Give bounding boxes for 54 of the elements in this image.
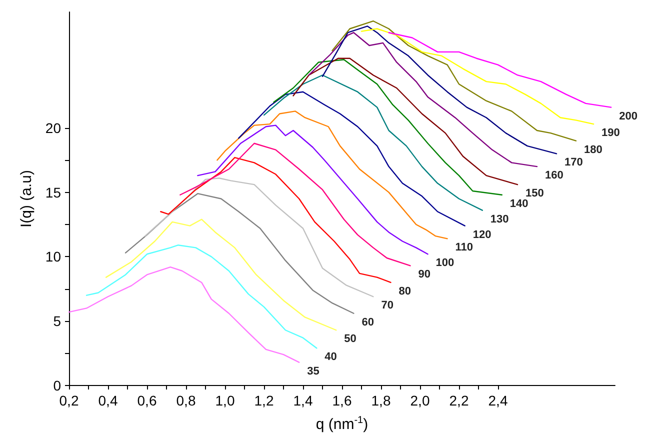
line-series	[238, 91, 466, 226]
series-label: 110	[455, 242, 474, 254]
x-tick-label: 1,4	[293, 392, 313, 408]
x-tick-label: 2,4	[488, 392, 508, 408]
line-series	[292, 58, 518, 186]
y-tick-label: 10	[45, 248, 62, 265]
line-series	[216, 110, 448, 240]
line-series	[360, 28, 594, 125]
x-tick-label: 2,0	[410, 392, 430, 408]
x-tick-label: 0,2	[59, 392, 79, 408]
y-tick-label: 20	[45, 120, 62, 136]
series-label: 80	[398, 285, 411, 298]
series-label: 70	[381, 300, 394, 312]
line-series	[105, 218, 337, 331]
series-label: 100	[436, 257, 454, 270]
x-tick-label: 0,6	[137, 392, 157, 408]
series-label: 200	[619, 110, 638, 122]
x-tick-label: 1,0	[215, 392, 235, 408]
x-tick-label: 1,8	[371, 392, 391, 408]
series-label: 130	[490, 213, 509, 226]
series-label: 160	[545, 170, 564, 182]
y-tick-label: 5	[53, 313, 62, 330]
y-tick-label: 15	[45, 184, 62, 200]
x-tick-label: 1,2	[254, 392, 274, 408]
series-label: 180	[584, 144, 602, 156]
line-series	[144, 178, 374, 298]
series-label: 140	[510, 198, 528, 210]
series-label: 50	[344, 333, 356, 346]
line-series	[197, 124, 428, 255]
line-series	[332, 20, 577, 142]
line-series	[86, 244, 318, 349]
y-tick-label: 0	[53, 378, 62, 394]
line-series	[273, 59, 502, 196]
series-label: 40	[324, 351, 337, 364]
series-label: 60	[362, 316, 374, 328]
line-series	[263, 74, 483, 211]
x-tick-label: 0,8	[176, 392, 196, 408]
series-label: 190	[602, 127, 620, 140]
x-tick-label: 1,6	[332, 392, 352, 408]
series-label: 35	[307, 365, 320, 378]
line-series	[124, 193, 354, 314]
line-series	[160, 156, 392, 284]
line-series	[68, 266, 300, 363]
line-series	[322, 26, 558, 154]
line-series	[388, 32, 612, 108]
series-label: 120	[472, 228, 492, 241]
x-tick-label: 0,4	[98, 392, 118, 408]
line-series	[180, 142, 411, 266]
series-label: 170	[564, 156, 583, 169]
y-axis-title: I(q) (a.u)	[18, 170, 35, 228]
series-label: 90	[418, 268, 430, 281]
x-tick-label: 2,2	[449, 392, 469, 408]
series-label: 150	[526, 188, 544, 200]
line-series	[308, 32, 538, 168]
